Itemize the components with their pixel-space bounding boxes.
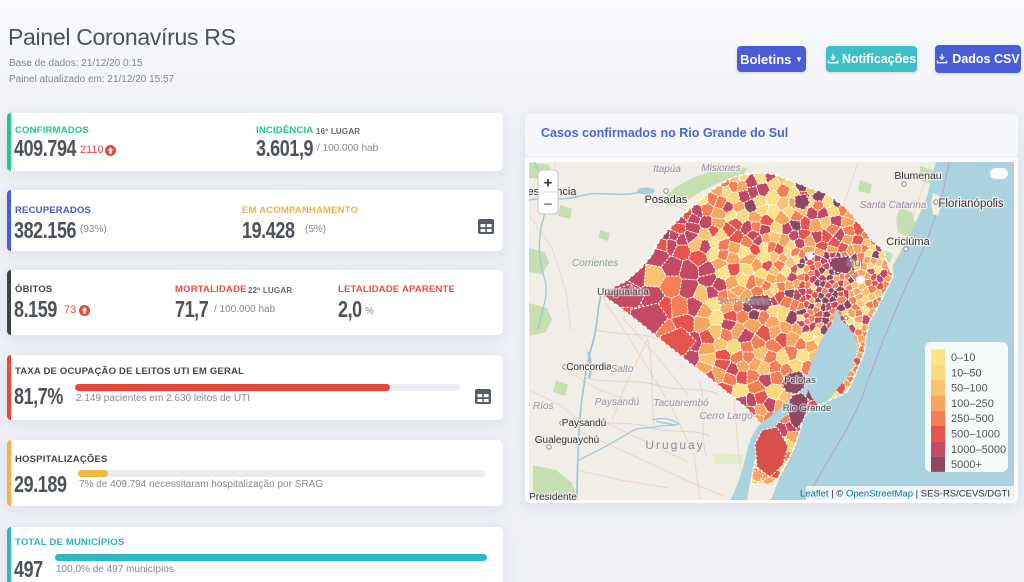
svg-text:Santa Catarina: Santa Catarina (860, 200, 927, 211)
svg-text:Sul: Sul (847, 257, 863, 269)
svg-text:1000–5000: 1000–5000 (951, 444, 1006, 456)
svg-text:Concordia: Concordia (566, 362, 612, 373)
svg-text:Presidente: Presidente (529, 492, 577, 500)
svg-text:Leaflet | © OpenStreetMap | SE: Leaflet | © OpenStreetMap | SES-RS/CEVS/… (800, 489, 1010, 500)
svg-text:Paysandú: Paysandú (595, 397, 640, 408)
svg-text:Rio Grande: Rio Grande (783, 403, 832, 414)
svg-text:−: − (544, 196, 553, 213)
svg-text:Cerro Largo: Cerro Largo (699, 411, 753, 422)
svg-text:50–100: 50–100 (951, 383, 988, 395)
svg-text:Florianópolis: Florianópolis (938, 198, 1003, 210)
svg-text:Paysandú: Paysandú (562, 418, 606, 429)
svg-text:250–500: 250–500 (951, 413, 994, 425)
svg-text:Criciúma: Criciúma (886, 236, 930, 248)
svg-text:Gualeguaychú: Gualeguaychú (535, 435, 600, 446)
svg-text:Misiones: Misiones (701, 163, 740, 174)
svg-text:100–250: 100–250 (951, 398, 994, 410)
svg-text:Blumenau: Blumenau (894, 170, 941, 182)
svg-text:Uruguaiana: Uruguaiana (597, 287, 649, 298)
svg-text:Santa Maria: Santa Maria (717, 296, 769, 307)
svg-text:e Ríos: e Ríos (529, 401, 553, 412)
svg-text:+: + (544, 175, 553, 192)
svg-text:Salto: Salto (611, 364, 634, 375)
svg-text:Uruguay: Uruguay (645, 438, 704, 452)
svg-text:Tacuarembó: Tacuarembó (653, 398, 709, 409)
svg-text:10–50: 10–50 (951, 367, 982, 379)
svg-text:Corrientes: Corrientes (572, 258, 618, 269)
svg-text:Pelotas: Pelotas (784, 375, 816, 386)
svg-text:Posadas: Posadas (645, 194, 688, 206)
svg-text:5000+: 5000+ (951, 459, 982, 471)
svg-text:0–10: 0–10 (951, 352, 975, 364)
svg-text:500–1000: 500–1000 (951, 429, 1000, 441)
svg-text:Itapúa: Itapúa (653, 164, 681, 175)
